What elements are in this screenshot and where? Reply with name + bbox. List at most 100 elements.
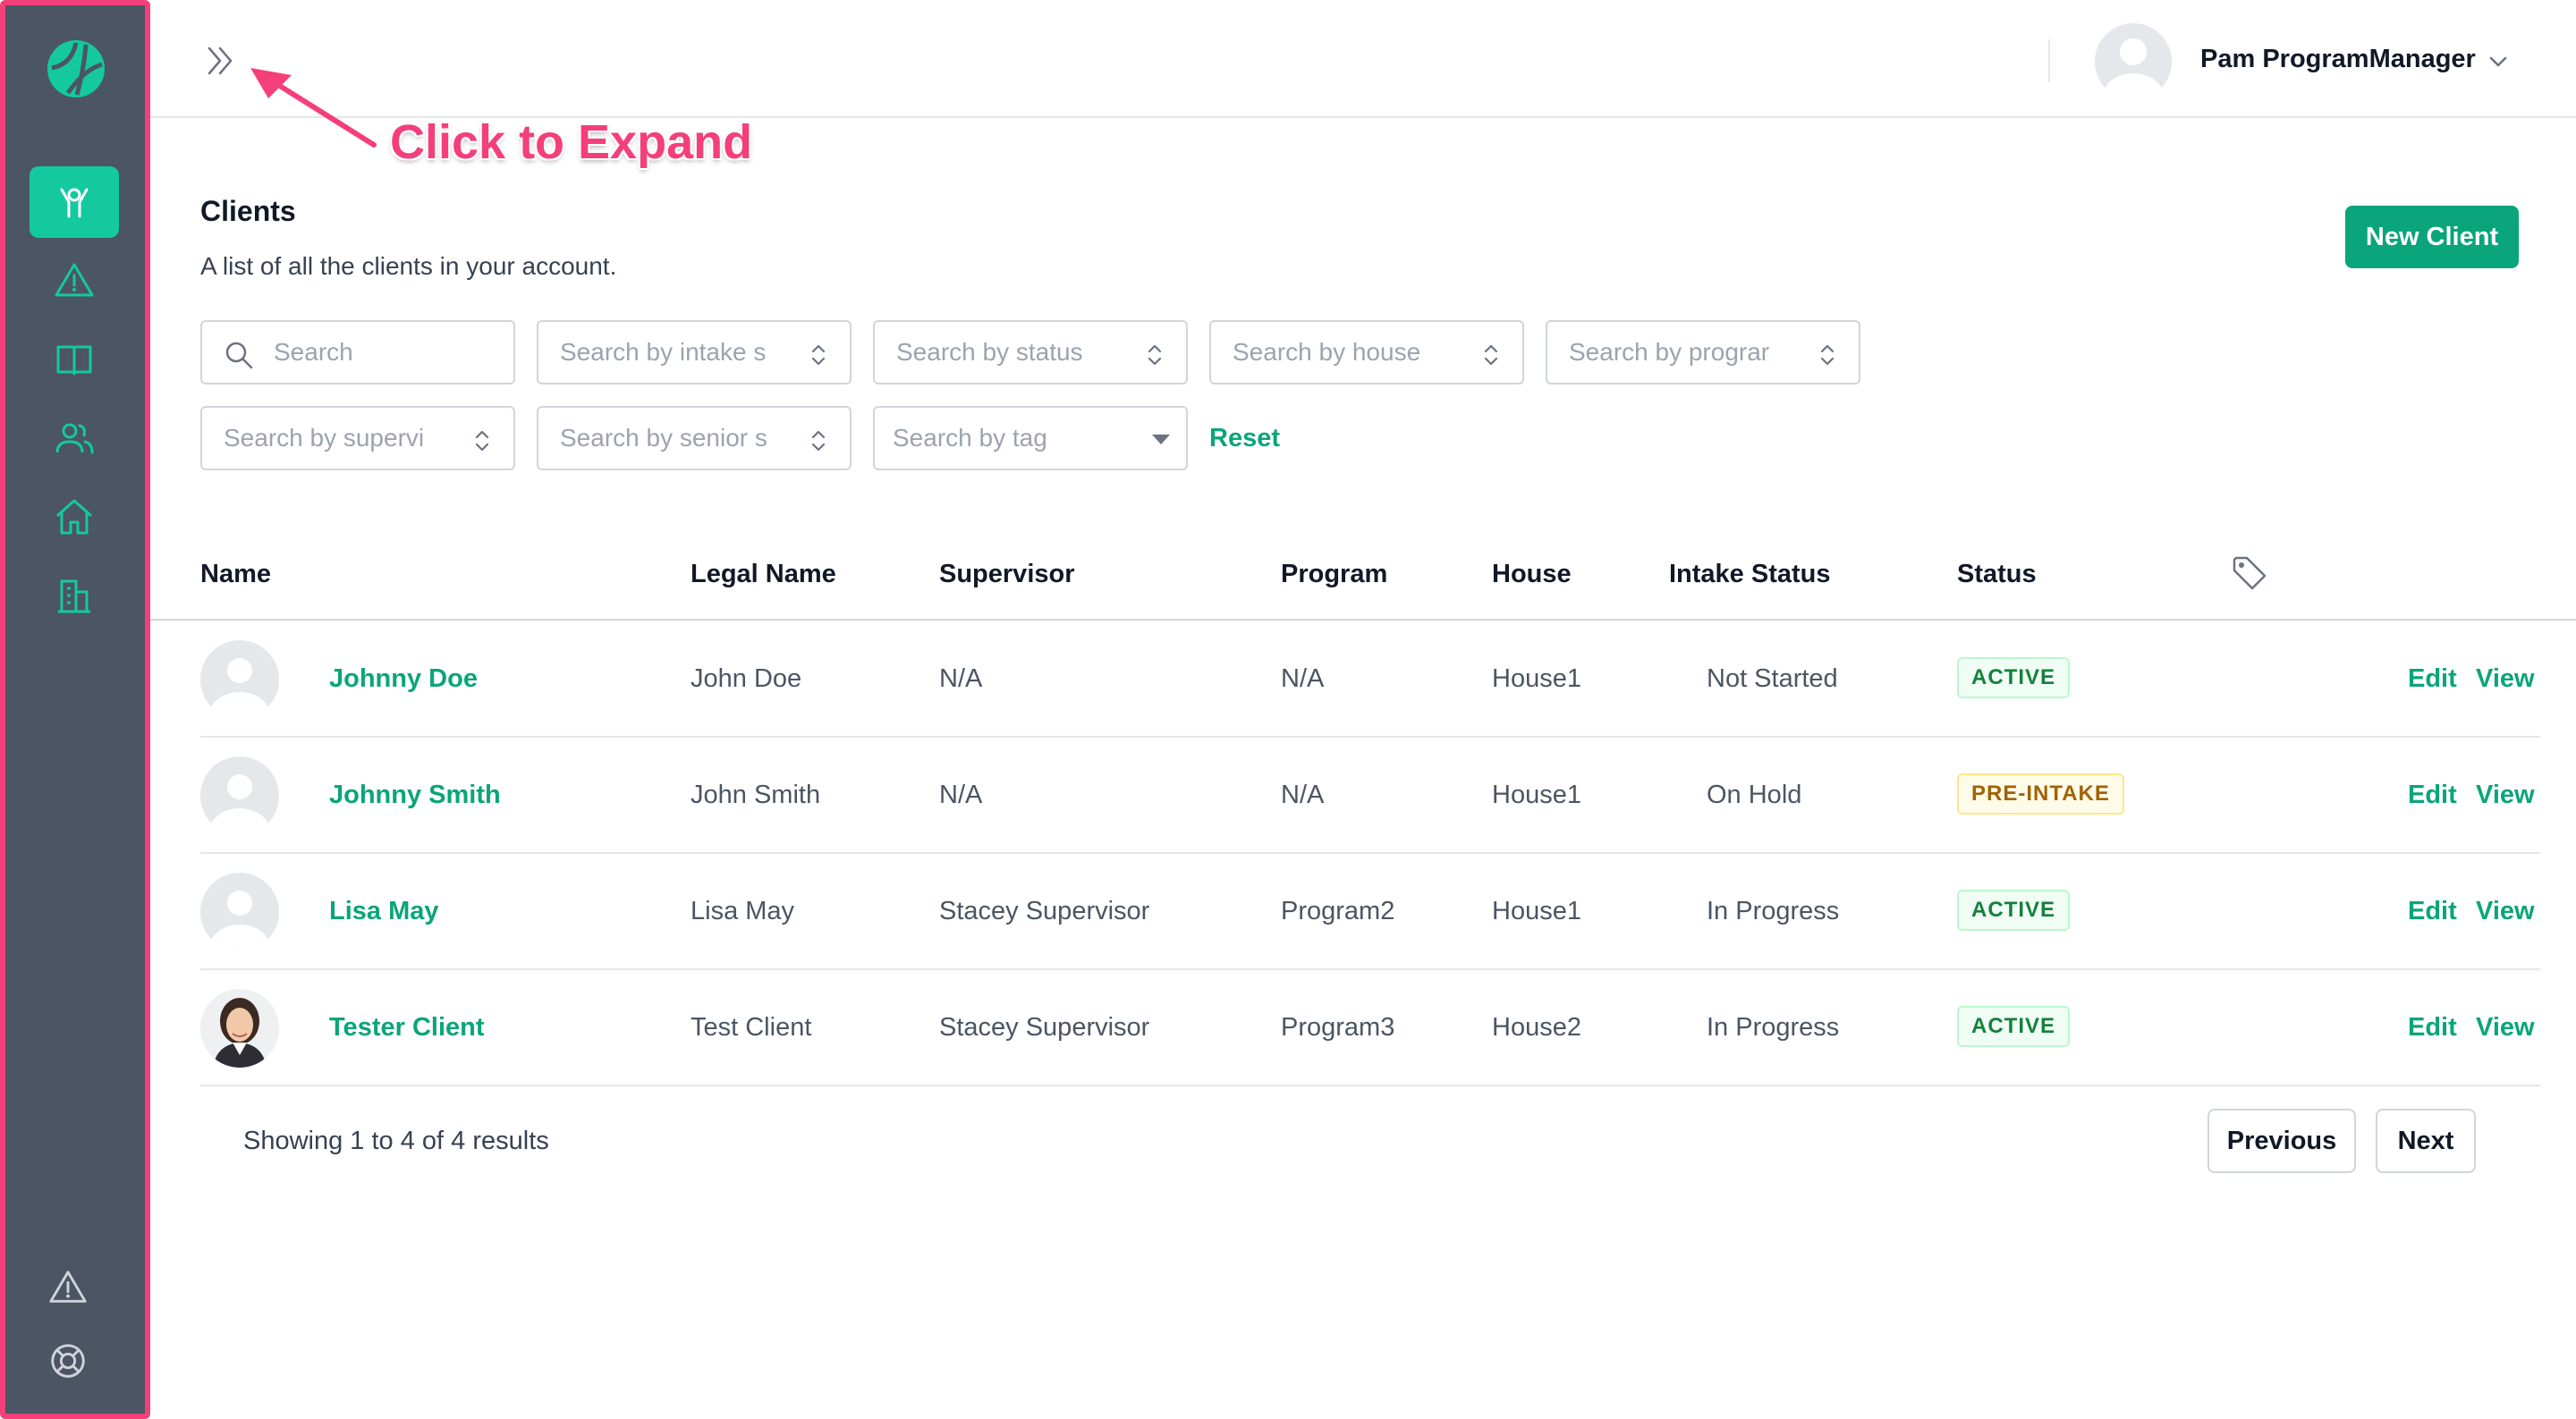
house-cell: House2 (1492, 1013, 1581, 1042)
previous-page-button[interactable]: Previous (2207, 1109, 2356, 1173)
selector-icon (811, 430, 826, 452)
program-cell: N/A (1281, 664, 1325, 693)
edit-link[interactable]: Edit (2408, 664, 2457, 693)
house-cell: House1 (1492, 664, 1581, 693)
building-icon (58, 579, 90, 613)
clients-icon (60, 188, 89, 218)
status-badge: ACTIVE (1957, 1006, 2071, 1047)
intake-status-filter[interactable]: Search by intake s (537, 320, 852, 384)
client-name-link[interactable]: Tester Client (329, 1013, 485, 1042)
search-icon (225, 342, 253, 369)
client-photo (200, 989, 279, 1068)
selector-icon (811, 344, 826, 366)
caret-down-icon (1152, 435, 1170, 444)
table-row: Johnny Smith John Smith N/A N/A House1 O… (200, 738, 2540, 854)
selector-icon (1484, 344, 1498, 366)
warning-icon (55, 263, 94, 297)
legal-name-cell: Lisa May (691, 897, 795, 925)
alert-icon (49, 1271, 87, 1303)
topbar-divider (2048, 39, 2050, 82)
support-icon (51, 1344, 85, 1378)
client-name-link[interactable]: Lisa May (329, 897, 439, 925)
edit-link[interactable]: Edit (2408, 781, 2457, 809)
sidebar-item-clients[interactable] (30, 166, 119, 238)
avatar-placeholder-icon (2103, 38, 2164, 100)
annotation-arrow (250, 68, 377, 148)
table-header-divider (150, 619, 2576, 621)
house-cell: House1 (1492, 781, 1581, 809)
tag-filter-placeholder: Search by tag (893, 424, 1047, 452)
chevrons-right-icon (208, 46, 233, 75)
view-link[interactable]: View (2476, 664, 2535, 693)
avatar (200, 989, 279, 1068)
new-client-button[interactable]: New Client (2345, 206, 2519, 268)
intake-status-cell: In Progress (1707, 1013, 1840, 1042)
column-header-supervisor[interactable]: Supervisor (939, 560, 1075, 588)
program-filter-placeholder: Search by prograr (1569, 338, 1770, 366)
program-filter[interactable]: Search by prograr (1546, 320, 1860, 384)
tag-filter[interactable]: Search by tag (873, 406, 1188, 470)
avatar (200, 873, 279, 951)
sidebar-item-houses[interactable] (30, 481, 119, 553)
column-header-status[interactable]: Status (1957, 560, 2037, 588)
view-link[interactable]: View (2476, 1013, 2535, 1042)
edit-link[interactable]: Edit (2408, 897, 2457, 925)
edit-link[interactable]: Edit (2408, 1013, 2457, 1042)
supervisor-cell: N/A (939, 781, 983, 809)
intake-status-cell: On Hold (1707, 781, 1802, 809)
user-name[interactable]: Pam ProgramManager (2200, 45, 2476, 73)
app-logo[interactable] (45, 38, 107, 100)
sidebar-alert[interactable] (45, 1264, 91, 1311)
status-filter[interactable]: Search by status (873, 320, 1188, 384)
supervisor-cell: N/A (939, 664, 983, 693)
column-header-house[interactable]: House (1492, 560, 1572, 588)
search-placeholder: Search (274, 338, 353, 366)
legal-name-cell: John Smith (691, 781, 821, 809)
supervisor-cell: Stacey Supervisor (939, 1013, 1150, 1042)
table-row: Tester Client Test Client Stacey Supervi… (200, 970, 2540, 1086)
table-row: Lisa May Lisa May Stacey Supervisor Prog… (200, 854, 2540, 970)
column-header-name[interactable]: Name (200, 560, 271, 588)
column-header-program[interactable]: Program (1281, 560, 1388, 588)
avatar (200, 640, 279, 719)
annotation-label: Click to Expand (390, 115, 753, 169)
next-page-button[interactable]: Next (2376, 1109, 2476, 1173)
senior-filter[interactable]: Search by senior s (537, 406, 852, 470)
senior-filter-placeholder: Search by senior s (560, 424, 767, 452)
column-header-legal-name[interactable]: Legal Name (691, 560, 836, 588)
results-summary: Showing 1 to 4 of 4 results (243, 1127, 549, 1155)
chevron-down-icon[interactable] (2487, 50, 2510, 73)
expand-sidebar-button[interactable] (202, 41, 242, 80)
client-name-link[interactable]: Johnny Smith (329, 781, 501, 809)
user-avatar[interactable] (2095, 23, 2172, 100)
sidebar-item-users[interactable] (30, 402, 119, 474)
supervisor-cell: Stacey Supervisor (939, 897, 1150, 925)
sidebar-item-organizations[interactable] (30, 560, 119, 631)
status-badge: PRE-INTAKE (1957, 773, 2124, 815)
table-row: Johnny Doe John Doe N/A N/A House1 Not S… (200, 621, 2540, 738)
topbar: Pam ProgramManager (150, 0, 2576, 118)
legal-name-cell: John Doe (691, 664, 802, 693)
selector-icon (1820, 344, 1835, 366)
status-badge: ACTIVE (1957, 657, 2071, 698)
view-link[interactable]: View (2476, 781, 2535, 809)
home-icon (56, 499, 92, 535)
house-filter[interactable]: Search by house (1209, 320, 1524, 384)
sidebar-item-resources[interactable] (30, 324, 119, 395)
view-link[interactable]: View (2476, 897, 2535, 925)
status-filter-placeholder: Search by status (896, 338, 1083, 366)
reset-filters-button[interactable]: Reset (1209, 424, 1280, 452)
house-filter-placeholder: Search by house (1233, 338, 1421, 366)
program-cell: Program3 (1281, 1013, 1395, 1042)
search-input[interactable]: Search (200, 320, 515, 384)
intake-status-cell: In Progress (1707, 897, 1840, 925)
tag-icon[interactable] (2229, 553, 2270, 594)
program-cell: N/A (1281, 781, 1325, 809)
sidebar-item-incidents[interactable] (30, 245, 119, 317)
client-name-link[interactable]: Johnny Doe (329, 664, 478, 693)
column-header-intake-status[interactable]: Intake Status (1669, 560, 1831, 588)
sidebar-support[interactable] (45, 1338, 91, 1384)
legal-name-cell: Test Client (691, 1013, 812, 1042)
users-icon (55, 423, 94, 454)
supervisor-filter[interactable]: Search by supervi (200, 406, 515, 470)
